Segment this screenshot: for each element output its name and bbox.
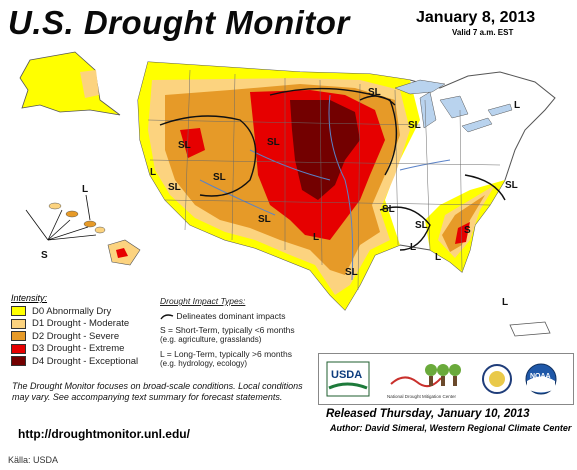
legend-item-d2: D2 Drought - Severe <box>11 330 161 343</box>
impact-label-l: L <box>150 167 156 178</box>
impact-label-sl: SL <box>505 180 518 191</box>
puerto-rico <box>509 321 551 337</box>
long-term-example: (e.g. hydrology, ecology) <box>160 359 248 368</box>
impact-label-l: L <box>435 252 441 263</box>
agency-logos: USDA National Drought Mitigation Center … <box>318 353 574 405</box>
impact-label-sl: SL <box>345 267 358 278</box>
legend-swatch <box>11 343 26 354</box>
impact-label-sl: SL <box>168 182 181 193</box>
drought-map: SL SL SL SL SL SL SL SL SL SL SL S S L L… <box>19 51 556 337</box>
impact-label-l: L <box>514 100 520 111</box>
long-term-text: L = Long-Term, typically >6 months <box>160 349 292 359</box>
boundary-line-icon <box>160 314 174 320</box>
impact-label-sl: SL <box>415 220 428 231</box>
short-term-example: (e.g. agriculture, grasslands) <box>160 335 262 344</box>
map-title: U.S. Drought Monitor <box>8 4 350 41</box>
ndmc-text: National Drought Mitigation Center <box>387 394 457 399</box>
legend-label: D1 Drought - Moderate <box>32 318 130 330</box>
usda-text: USDA <box>331 369 362 381</box>
impact-label-l: L <box>82 184 88 195</box>
delineates-row: Delineates dominant impacts <box>160 311 330 321</box>
impact-label-l: L <box>502 297 508 308</box>
impact-label-s: S <box>464 225 471 236</box>
impact-label-s: S <box>41 250 48 261</box>
alaska <box>19 51 121 116</box>
impact-label-sl: SL <box>368 87 381 98</box>
legend-item-d3: D3 Drought - Extreme <box>11 343 161 356</box>
legend-swatch <box>11 331 26 342</box>
impact-labels: SL SL SL SL SL SL SL SL SL SL SL S S L L… <box>41 87 520 308</box>
legend-item-d1: D1 Drought - Moderate <box>11 318 161 331</box>
legend-label: D4 Drought - Exceptional <box>32 355 139 367</box>
legend-swatch <box>11 356 26 367</box>
source-credit: Källa: USDA <box>8 455 59 465</box>
noaa-text: NOAA <box>530 373 551 380</box>
hawaii <box>25 194 141 266</box>
usda-logo: USDA <box>326 361 370 397</box>
website-link[interactable]: http://droughtmonitor.unl.edu/ <box>18 427 190 441</box>
impact-types-title: Drought Impact Types: <box>160 296 246 306</box>
commerce-seal <box>482 364 512 394</box>
impact-label-sl: SL <box>258 214 271 225</box>
impact-label-l: L <box>313 232 319 243</box>
short-term-row: S = Short-Term, typically <6 months (e.g… <box>160 325 330 345</box>
ndmc-logo: National Drought Mitigation Center <box>387 364 461 399</box>
impact-label-sl: SL <box>408 120 421 131</box>
impact-label-sl: SL <box>267 137 280 148</box>
impact-label-sl: SL <box>213 172 226 183</box>
legend-label: D2 Drought - Severe <box>32 330 120 342</box>
noaa-logo: NOAA <box>525 363 557 395</box>
legend-label: D0 Abnormally Dry <box>32 305 112 317</box>
legend-title: Intensity: <box>11 293 48 303</box>
intensity-legend: Intensity: D0 Abnormally Dry D1 Drought … <box>11 293 161 368</box>
legend-item-d0: D0 Abnormally Dry <box>11 305 161 318</box>
logo-strip: USDA National Drought Mitigation Center … <box>326 361 557 399</box>
contiguous-us <box>137 61 556 311</box>
impact-types-legend: Drought Impact Types: Delineates dominan… <box>160 296 330 373</box>
impact-label-l: L <box>410 242 416 253</box>
long-term-row: L = Long-Term, typically >6 months (e.g.… <box>160 349 330 369</box>
release-date: Released Thursday, January 10, 2013 <box>326 408 530 420</box>
disclaimer-note: The Drought Monitor focuses on broad-sca… <box>12 381 303 402</box>
legend-swatch <box>11 306 26 317</box>
legend-item-d4: D4 Drought - Exceptional <box>11 355 161 368</box>
author-credit: Author: David Simeral, Western Regional … <box>330 423 572 433</box>
map-date: January 8, 2013 <box>416 9 536 26</box>
valid-time: Valid 7 a.m. EST <box>452 28 514 37</box>
short-term-text: S = Short-Term, typically <6 months <box>160 325 295 335</box>
legend-swatch <box>11 318 26 329</box>
impact-label-sl: SL <box>178 140 191 151</box>
impact-label-sl: SL <box>382 204 395 215</box>
delineates-text: Delineates dominant impacts <box>176 311 286 321</box>
legend-label: D3 Drought - Extreme <box>32 343 125 355</box>
